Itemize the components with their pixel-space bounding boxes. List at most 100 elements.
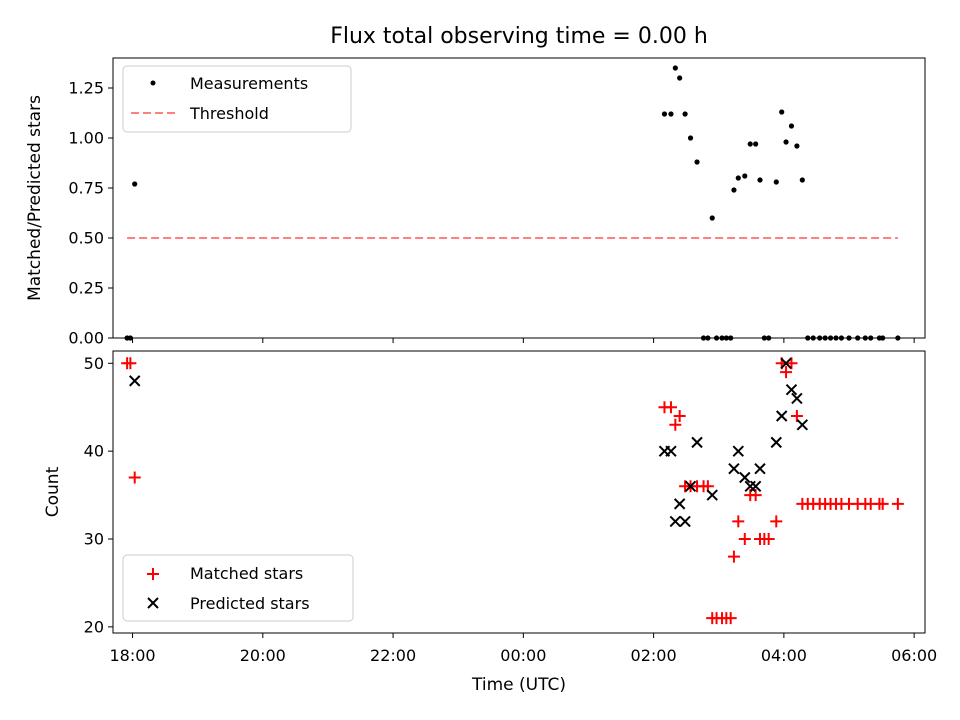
measurement-point <box>682 111 688 117</box>
legend-matched-marker <box>147 568 159 580</box>
matched-star-point <box>780 366 793 379</box>
top-axes-frame <box>112 57 926 339</box>
matched-star-point <box>664 401 677 414</box>
matched-star-point <box>738 533 751 545</box>
measurement-point <box>783 139 789 145</box>
matched-star-point <box>891 497 904 510</box>
bottom-legend-box <box>122 554 354 622</box>
top-y-tick-label: 0.75 <box>68 179 104 198</box>
top-legend: Measurements Threshold <box>122 65 352 133</box>
bottom-x-tick-label: 06:00 <box>891 646 937 665</box>
predicted-star-point <box>770 436 782 449</box>
predicted-star-point <box>796 419 809 431</box>
legend-measurements-label: Measurements <box>190 74 308 93</box>
measurement-point <box>794 143 800 149</box>
predicted-star-point <box>728 463 740 475</box>
legend-predicted-marker <box>147 597 159 609</box>
bottom-y-axis: 20 30 40 50 <box>84 354 113 636</box>
bottom-y-tick-label: 40 <box>84 442 104 461</box>
measurement-point <box>672 65 678 71</box>
matched-star-point <box>727 550 740 563</box>
predicted-star-point <box>691 436 703 449</box>
bottom-x-tick-label: 22:00 <box>370 646 416 665</box>
chart-title: Flux total observing time = 0.00 h <box>330 24 708 49</box>
predicted-star-point <box>780 357 792 370</box>
top-panel: 0.00 0.25 0.50 0.75 1.00 1.25 Matched/Predict… <box>25 57 926 348</box>
matched-star-point <box>785 357 798 370</box>
matched-star-point <box>790 410 803 423</box>
predicted-star-point <box>684 480 697 492</box>
bottom-x-tick-label: 20:00 <box>240 646 286 665</box>
legend-measurements-marker <box>150 80 156 86</box>
measurement-point <box>677 75 683 81</box>
top-plot-area <box>124 65 901 341</box>
matched-star-point <box>724 612 737 625</box>
matched-star-point <box>749 489 762 502</box>
bottom-legend: Matched stars Predicted stars <box>122 554 354 622</box>
bottom-y-tick-label: 50 <box>84 354 104 373</box>
bottom-axes-frame <box>112 350 926 634</box>
legend-threshold-label: Threshold <box>189 104 269 123</box>
predicted-star-point <box>791 392 803 405</box>
measurement-point <box>757 177 763 183</box>
measurement-point <box>773 179 779 185</box>
measurement-point <box>747 141 753 147</box>
top-y-tick-label: 0.25 <box>68 279 104 298</box>
bottom-x-tick-label: 00:00 <box>500 646 546 665</box>
predicted-star-point <box>129 375 141 387</box>
top-y-tick-label: 1.25 <box>68 79 104 98</box>
matched-star-point <box>124 357 137 370</box>
matched-star-point <box>732 515 745 528</box>
measurement-point <box>694 159 700 165</box>
measurement-point <box>668 111 674 117</box>
legend-predicted-label: Predicted stars <box>190 594 310 613</box>
predicted-star-point <box>673 498 686 510</box>
measurement-point <box>753 141 759 147</box>
measurement-point <box>788 123 795 129</box>
predicted-star-point <box>679 515 691 528</box>
predicted-star-point <box>732 445 744 457</box>
measurement-point <box>742 173 748 179</box>
top-y-tick-label: 0.00 <box>68 329 104 348</box>
measurement-point <box>779 109 785 115</box>
legend-matched-label: Matched stars <box>190 564 303 583</box>
bottom-y-tick-label: 20 <box>84 617 104 636</box>
predicted-star-point <box>739 471 751 484</box>
matched-star-point <box>876 497 889 510</box>
predicted-star-point <box>785 383 798 396</box>
matched-star-point <box>762 533 775 545</box>
bottom-x-axis: 18:00 20:00 22:00 00:00 02:00 04:00 06:00 <box>109 633 937 665</box>
predicted-star-point <box>706 489 718 501</box>
x-axis-label: Time (UTC) <box>471 675 566 695</box>
top-y-tick-label: 0.50 <box>68 229 104 248</box>
measurement-point <box>132 181 138 187</box>
bottom-x-tick-label: 04:00 <box>761 646 807 665</box>
matched-star-point <box>770 515 783 528</box>
predicted-star-point <box>749 480 762 492</box>
top-y-tick-label: 1.00 <box>68 129 104 148</box>
bottom-y-axis-label: Count <box>43 466 63 517</box>
matched-star-point <box>128 471 141 484</box>
predicted-star-point <box>665 445 677 457</box>
predicted-star-point <box>754 463 766 475</box>
measurement-point <box>799 177 805 183</box>
bottom-panel: 20 30 40 50 18:00 20:00 22:00 00:00 02:00 04:00 0… <box>43 350 937 695</box>
matched-star-point <box>673 410 686 423</box>
top-y-axis-label: Matched/Predicted stars <box>25 95 45 301</box>
bottom-x-tick-label: 02:00 <box>631 646 677 665</box>
measurement-point <box>687 135 694 141</box>
top-legend-box <box>122 65 352 133</box>
measurement-point <box>709 215 715 221</box>
matched-star-point <box>669 418 682 431</box>
top-y-axis: 0.00 0.25 0.50 0.75 1.00 1.25 <box>68 79 113 348</box>
measurement-point <box>735 175 741 181</box>
bottom-plot-area <box>121 357 904 625</box>
measurement-point <box>731 187 737 193</box>
measurement-point <box>661 111 668 117</box>
predicted-star-point <box>775 410 788 422</box>
bottom-y-tick-label: 30 <box>84 530 104 549</box>
top-x-ticks <box>132 338 915 343</box>
bottom-x-tick-label: 18:00 <box>109 646 155 665</box>
predicted-star-point <box>669 515 682 528</box>
